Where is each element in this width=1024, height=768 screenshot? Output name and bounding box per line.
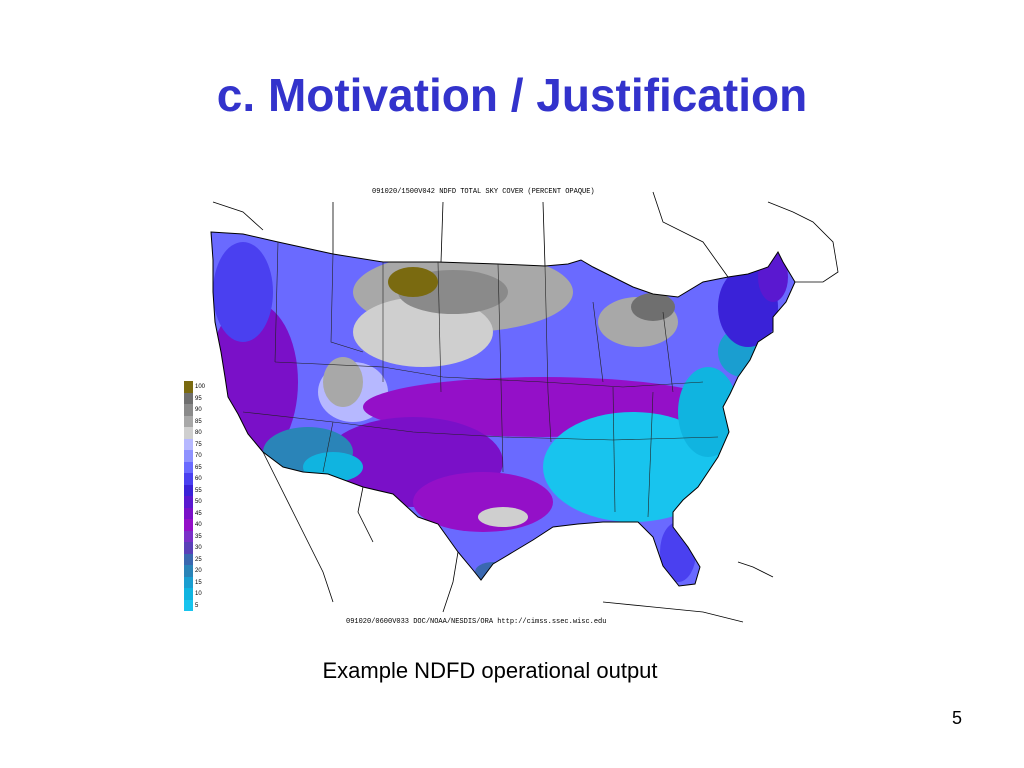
legend-label: 75: [195, 441, 202, 448]
legend-label: 60: [195, 476, 202, 482]
legend-swatch: [184, 484, 193, 496]
legend-label: 35: [195, 533, 202, 540]
legend-label: 25: [195, 556, 202, 563]
legend-swatch: [184, 427, 193, 439]
legend-swatch: [184, 404, 193, 416]
legend-label: 45: [195, 510, 202, 517]
color-legend: 100 95 90 85 80 75 70 65 60 55 50 45 40 35 30 25 20 15 10 5: [184, 381, 212, 629]
legend-swatch: [184, 473, 193, 485]
legend-label: 95: [195, 395, 202, 402]
map-footer: 091020/0600V033 DOC/NOAA/NESDIS/ORA http…: [346, 618, 607, 626]
legend-label: 40: [195, 522, 202, 528]
legend-label: 20: [195, 568, 202, 574]
sky-cover-map: [210, 191, 839, 623]
legend-swatch: [184, 542, 193, 554]
legend-swatch: [184, 381, 193, 393]
legend-label: 30: [195, 545, 202, 551]
legend-label: 90: [195, 407, 202, 413]
legend-label: 55: [195, 487, 202, 494]
legend-label: 5: [195, 602, 199, 609]
map-header: 091020/1500V042 NDFD TOTAL SKY COVER (PE…: [372, 188, 595, 196]
legend-label: 80: [195, 430, 202, 436]
legend-swatch: [184, 507, 193, 519]
legend-swatch: [184, 392, 193, 404]
figure-caption: Example NDFD operational output: [322, 658, 658, 683]
legend-label: 85: [195, 418, 202, 425]
legend-swatch: [184, 599, 193, 611]
legend-swatch: [184, 519, 193, 531]
legend-label: 100: [195, 384, 206, 390]
legend-swatch: [184, 461, 193, 473]
legend-swatch: [184, 576, 193, 588]
legend-swatch: [184, 553, 193, 565]
legend-label: 10: [195, 591, 202, 597]
legend-swatch: [184, 588, 193, 600]
legend-label: 65: [195, 464, 202, 471]
legend-label: 50: [195, 499, 202, 505]
legend-swatch: [184, 565, 193, 577]
legend-swatch: [184, 415, 193, 427]
legend-swatch: [184, 450, 193, 462]
slide-title: c. Motivation / Justification: [216, 69, 808, 121]
legend-label: 15: [195, 579, 202, 586]
page-number: 5: [952, 708, 963, 728]
legend-swatch: [184, 496, 193, 508]
legend-label: 70: [195, 453, 202, 459]
legend-swatch: [184, 438, 193, 450]
legend-swatch: [184, 530, 193, 542]
